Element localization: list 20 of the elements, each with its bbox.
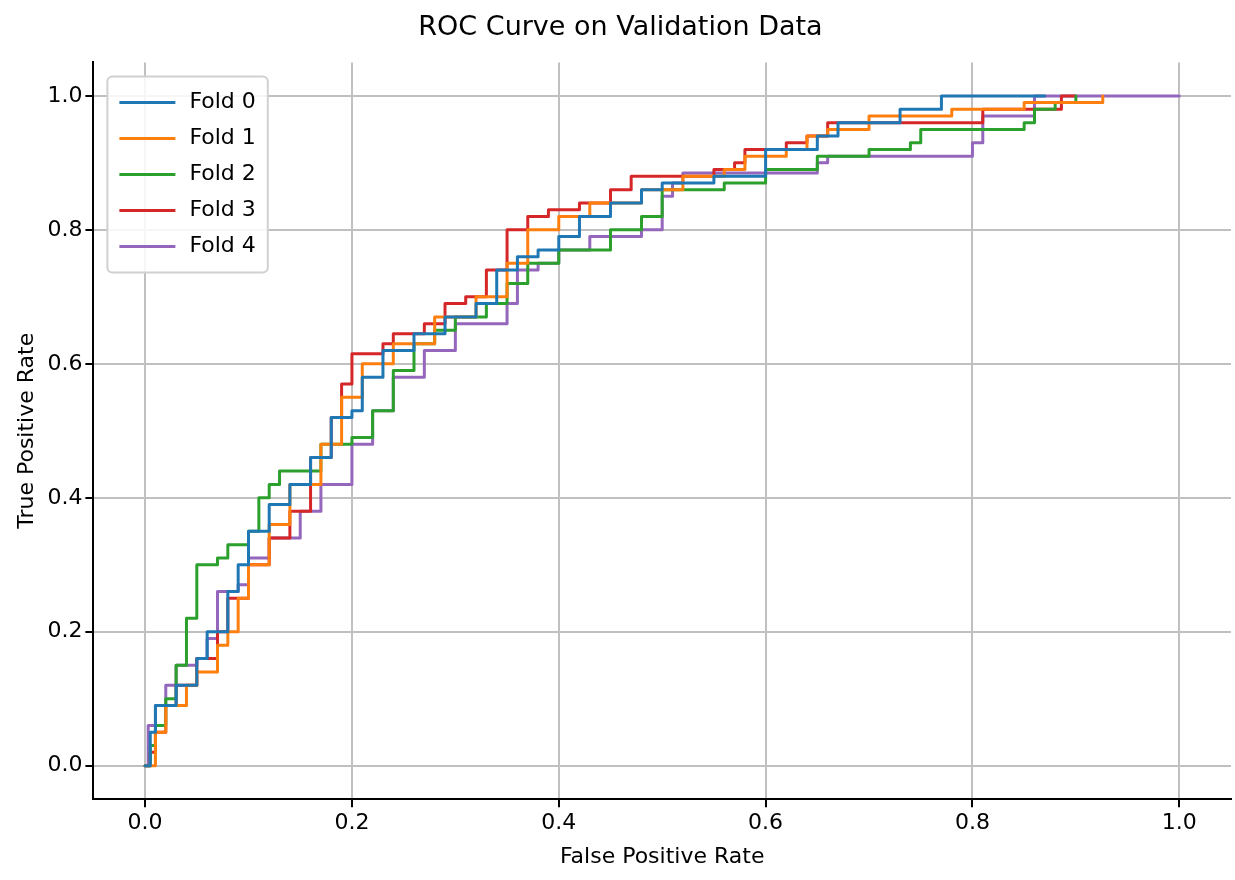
y-tick-label: 0.0 bbox=[47, 751, 83, 777]
legend-label: Fold 1 bbox=[189, 124, 256, 150]
legend-label: Fold 2 bbox=[189, 160, 256, 186]
y-tick-label: 0.4 bbox=[47, 483, 83, 509]
x-tick-label: 0.2 bbox=[334, 809, 370, 835]
x-axis-title: False Positive Rate bbox=[559, 842, 765, 868]
y-tick-label: 0.8 bbox=[47, 215, 83, 241]
x-tick-label: 0.4 bbox=[541, 809, 577, 835]
legend-label: Fold 4 bbox=[189, 232, 256, 258]
x-tick-label: 0.0 bbox=[127, 809, 163, 835]
chart-title: ROC Curve on Validation Data bbox=[418, 10, 823, 42]
legend-label: Fold 3 bbox=[189, 196, 256, 222]
x-tick-label: 0.6 bbox=[748, 809, 784, 835]
y-tick-label: 0.2 bbox=[47, 617, 83, 643]
x-tick-label: 0.8 bbox=[954, 809, 990, 835]
y-tick-label: 1.0 bbox=[47, 81, 83, 107]
x-tick-label: 1.0 bbox=[1161, 809, 1197, 835]
legend-label: Fold 0 bbox=[189, 88, 256, 114]
y-axis-title: True Positive Rate bbox=[12, 332, 38, 530]
y-tick-label: 0.6 bbox=[47, 349, 83, 375]
